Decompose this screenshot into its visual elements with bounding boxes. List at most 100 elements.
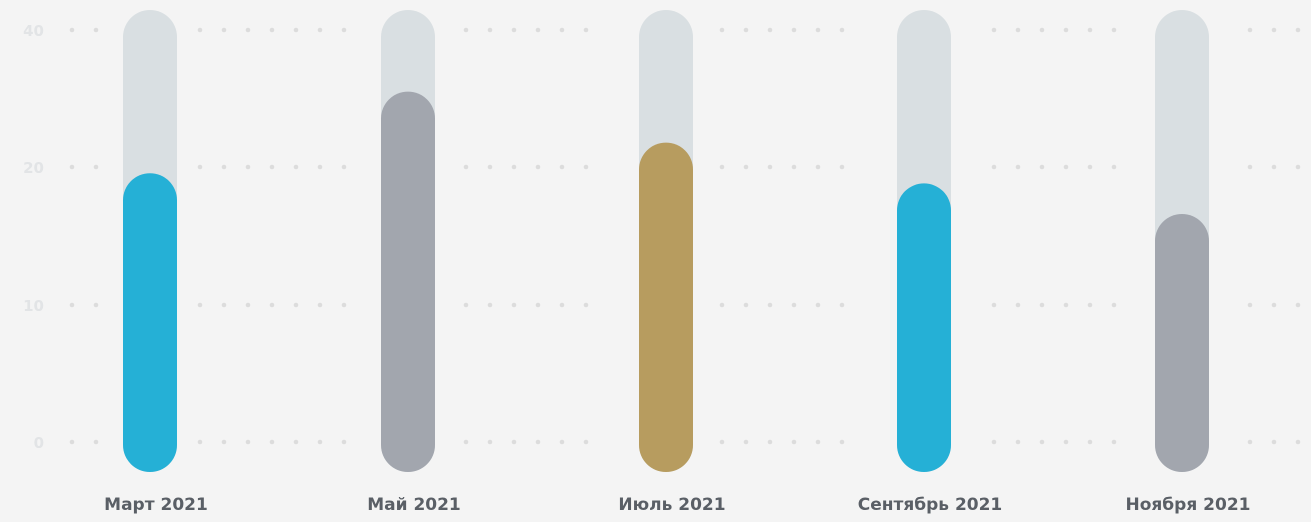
grid-dot [1039, 27, 1045, 33]
grid-dot [767, 27, 773, 33]
grid-dot [1087, 302, 1093, 308]
grid-dot [511, 164, 517, 170]
x-category-label: Март 2021 [104, 495, 208, 515]
grid-dot [293, 302, 299, 308]
grid-dot [341, 439, 347, 445]
grid-dot [293, 27, 299, 33]
grid-dot [535, 439, 541, 445]
grid-dot [791, 164, 797, 170]
grid-dot [93, 302, 99, 308]
grid-dot [767, 439, 773, 445]
grid-dot [815, 27, 821, 33]
grid-dot [743, 164, 749, 170]
grid-dot [1295, 27, 1301, 33]
x-category-label: Июль 2021 [618, 495, 725, 515]
grid-dot [511, 27, 517, 33]
grid-dot [535, 164, 541, 170]
y-axis-ticks: 40 20 10 0 [23, 22, 44, 452]
grid-dot [1247, 27, 1253, 33]
grid-dot [815, 302, 821, 308]
grid-dot [221, 27, 227, 33]
grid-dot [839, 27, 845, 33]
grid-dot [1247, 302, 1253, 308]
grid-dot [991, 27, 997, 33]
grid-dot [1015, 164, 1021, 170]
grid-dot [991, 439, 997, 445]
grid-dot [743, 439, 749, 445]
grid-dot [1063, 302, 1069, 308]
grid-dot [1063, 439, 1069, 445]
grid-dot [317, 164, 323, 170]
grid-dot [487, 27, 493, 33]
grid-dot [743, 302, 749, 308]
grid-dot [839, 164, 845, 170]
grid-dot [767, 164, 773, 170]
grid-dot [1039, 439, 1045, 445]
grid-dot [559, 27, 565, 33]
grid-dot [197, 439, 203, 445]
bar [1155, 214, 1209, 472]
grid-dot [719, 27, 725, 33]
y-tick-label: 20 [23, 159, 44, 177]
grid-dot [463, 27, 469, 33]
grid-dot [1015, 27, 1021, 33]
grid-dot [767, 302, 773, 308]
grid-dot [839, 302, 845, 308]
grid-dot [93, 164, 99, 170]
grid-dot [269, 27, 275, 33]
grid-dot [583, 302, 589, 308]
grid-dot [1087, 27, 1093, 33]
grid-dot [1015, 439, 1021, 445]
grid-dot [341, 302, 347, 308]
bar [639, 142, 693, 472]
grid-dot [535, 302, 541, 308]
grid-dot [1271, 302, 1277, 308]
grid-dot [69, 164, 75, 170]
grid-dot [245, 27, 251, 33]
bar [381, 91, 435, 472]
grid-dot [535, 27, 541, 33]
grid-dot [559, 302, 565, 308]
y-tick-label: 40 [23, 22, 44, 40]
y-tick-label: 10 [23, 297, 44, 315]
grid-dot [791, 27, 797, 33]
grid-dot [991, 302, 997, 308]
grid-dot [93, 27, 99, 33]
grid-dot [293, 439, 299, 445]
bar [123, 173, 177, 472]
grid-dot [511, 302, 517, 308]
grid-dot [1063, 27, 1069, 33]
grid-dot [487, 302, 493, 308]
grid-dot [69, 439, 75, 445]
grid-dot [93, 439, 99, 445]
grid-dot [269, 164, 275, 170]
grid-dot [815, 439, 821, 445]
grid-dot [293, 164, 299, 170]
grid-dot [1015, 302, 1021, 308]
grid-dot [1111, 27, 1117, 33]
grid-dot [1271, 164, 1277, 170]
grid-dot [583, 439, 589, 445]
grid-dot [1111, 439, 1117, 445]
x-category-label: Сентябрь 2021 [858, 495, 1003, 515]
grid-dot [1039, 164, 1045, 170]
grid-dot [487, 439, 493, 445]
grid-dot [1271, 439, 1277, 445]
grid-dot [269, 302, 275, 308]
grid-dot [341, 164, 347, 170]
grid-dot [245, 439, 251, 445]
grid-dot [1111, 164, 1117, 170]
grid-dot [583, 164, 589, 170]
grid-dot [1271, 27, 1277, 33]
grid-dot [197, 27, 203, 33]
grid-dots [69, 27, 1301, 445]
grid-dot [69, 27, 75, 33]
grid-dot [341, 27, 347, 33]
grid-dot [487, 164, 493, 170]
grid-dot [559, 164, 565, 170]
grid-dot [719, 439, 725, 445]
grid-dot [317, 439, 323, 445]
grid-dot [197, 164, 203, 170]
grid-dot [719, 164, 725, 170]
